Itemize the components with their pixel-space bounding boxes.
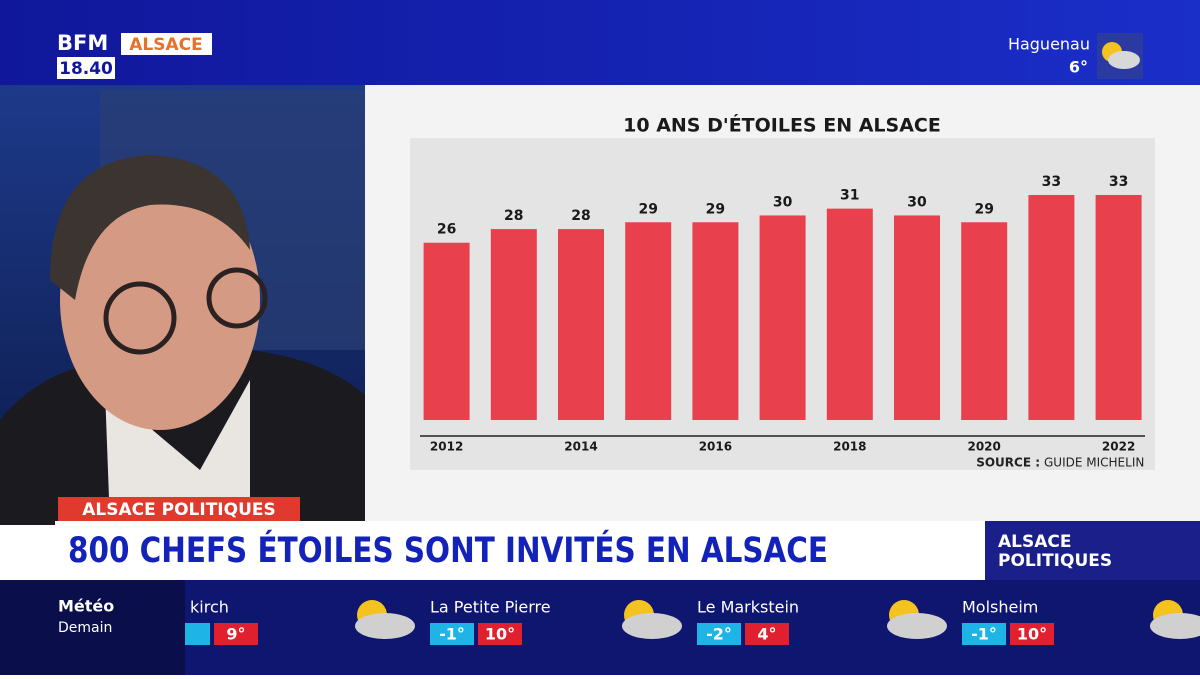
max-temp: 4° xyxy=(757,625,776,644)
show-logo-box xyxy=(985,521,1200,580)
city-name: La Petite Pierre xyxy=(430,598,551,617)
value-label: 28 xyxy=(504,208,523,224)
bar xyxy=(1095,195,1142,420)
chart-title: 10 ANS D'ÉTOILES EN ALSACE xyxy=(623,114,941,137)
bar xyxy=(894,215,940,420)
headline-box xyxy=(55,521,985,580)
headline: 800 CHEFS ÉTOILES SONT INVITÉS EN ALSACE xyxy=(68,529,828,571)
bars: 26 2012 28 28 2014 29 29 2016 30 31 2018 30 29 2020 33… xyxy=(423,174,1142,454)
glasses-left xyxy=(103,281,177,355)
ticker-label-box xyxy=(0,580,185,675)
bar xyxy=(625,222,672,420)
hair xyxy=(50,155,250,300)
bar xyxy=(759,215,806,420)
source-label: SOURCE : xyxy=(976,456,1040,470)
shirt xyxy=(105,380,250,525)
value-label: 29 xyxy=(974,201,993,217)
value-label: 30 xyxy=(907,194,927,210)
city-name: Molsheim xyxy=(962,598,1038,617)
bar xyxy=(826,208,873,420)
x-tick-label: 2014 xyxy=(564,440,597,454)
max-temp-box xyxy=(745,623,789,645)
top-city: Haguenau xyxy=(1008,35,1090,54)
cloud-icon xyxy=(1150,613,1200,639)
value-label: 33 xyxy=(1042,174,1061,190)
value-label: 33 xyxy=(1109,174,1128,190)
min-temp-box xyxy=(430,623,474,645)
x-tick-label: 2016 xyxy=(699,440,732,454)
face xyxy=(60,170,260,430)
min-temp: -1° xyxy=(439,625,465,644)
min-temp-box xyxy=(962,623,1006,645)
bar xyxy=(692,222,739,420)
time: 18.40 xyxy=(59,59,113,79)
min-temp-box xyxy=(185,623,210,645)
ticker-subtitle: Demain xyxy=(58,620,112,636)
x-tick-label: 2022 xyxy=(1102,440,1135,454)
max-temp: 9° xyxy=(226,625,245,644)
x-tick-label: 2018 xyxy=(833,440,866,454)
max-temp: 10° xyxy=(1017,625,1047,644)
value-label: 28 xyxy=(571,208,590,224)
bar xyxy=(423,242,470,420)
min-temp-box xyxy=(697,623,741,645)
value-label: 26 xyxy=(437,222,456,238)
max-temp-box xyxy=(478,623,522,645)
bar xyxy=(490,229,537,420)
value-label: 29 xyxy=(706,201,725,217)
value-label: 31 xyxy=(840,188,859,204)
x-tick-label: 2012 xyxy=(430,440,463,454)
cloud-icon xyxy=(622,613,682,639)
ticker-title: Météo xyxy=(58,597,114,616)
max-temp-box xyxy=(214,623,258,645)
region-box xyxy=(121,33,212,55)
cloud-icon xyxy=(1108,51,1140,69)
source: GUIDE MICHELIN xyxy=(1044,456,1144,470)
top-temp: 6° xyxy=(1069,58,1088,77)
show-logo-line: ALSACE xyxy=(998,532,1071,552)
min-temp: -2° xyxy=(706,625,732,644)
max-temp-box xyxy=(1010,623,1054,645)
brand: BFM xyxy=(57,31,108,55)
value-label: 29 xyxy=(638,201,657,217)
bar xyxy=(961,222,1008,420)
show-logo-line: POLITIQUES xyxy=(998,551,1112,571)
region: ALSACE xyxy=(129,35,202,55)
bar xyxy=(1028,195,1075,420)
min-temp: -1° xyxy=(971,625,997,644)
cloud-icon xyxy=(355,613,415,639)
value-label: 30 xyxy=(773,194,793,210)
city-name: kirch xyxy=(190,598,229,617)
city-name: Le Markstein xyxy=(697,598,799,617)
tag-box xyxy=(58,497,300,521)
time-box xyxy=(57,57,115,79)
bar xyxy=(558,229,604,420)
ticker-items: kirch 9° La Petite Pierre -1° 10° Le Markstei… xyxy=(185,598,1200,645)
tag: ALSACE POLITIQUES xyxy=(82,500,276,520)
x-tick-label: 2020 xyxy=(967,440,1000,454)
cloud-icon xyxy=(887,613,947,639)
glasses-right xyxy=(206,267,268,329)
max-temp: 10° xyxy=(485,625,515,644)
